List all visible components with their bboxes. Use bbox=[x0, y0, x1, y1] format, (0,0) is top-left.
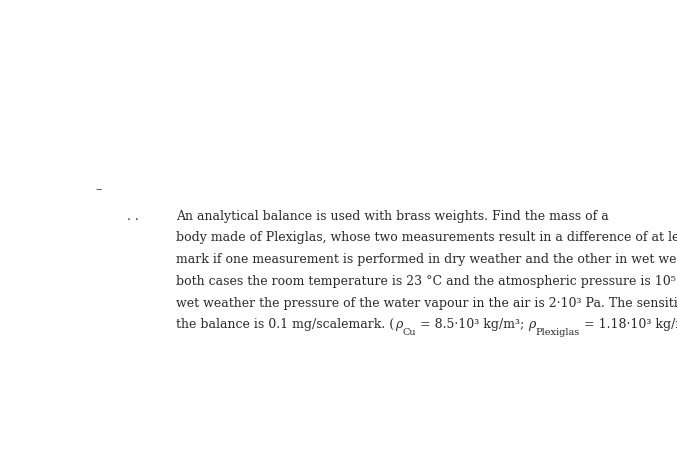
Text: ρ: ρ bbox=[528, 318, 536, 331]
Text: both cases the room temperature is 23 °C and the atmospheric pressure is 10⁵ Pa.: both cases the room temperature is 23 °C… bbox=[177, 275, 677, 288]
Text: Plexiglas: Plexiglas bbox=[536, 328, 580, 337]
Text: ρ: ρ bbox=[395, 318, 402, 331]
Text: = 8.5·10³ kg/m³;: = 8.5·10³ kg/m³; bbox=[416, 318, 528, 331]
Text: Cu: Cu bbox=[402, 328, 416, 337]
Text: wet weather the pressure of the water vapour in the air is 2·10³ Pa. The sensiti: wet weather the pressure of the water va… bbox=[177, 297, 677, 310]
Text: the balance is 0.1 mg/scalemark. (: the balance is 0.1 mg/scalemark. ( bbox=[177, 318, 395, 331]
Text: –: – bbox=[95, 183, 102, 197]
Text: An analytical balance is used with brass weights. Find the mass of a: An analytical balance is used with brass… bbox=[177, 210, 609, 223]
Text: mark if one measurement is performed in dry weather and the other in wet weather: mark if one measurement is performed in … bbox=[177, 253, 677, 266]
Text: body made of Plexiglas, whose two measurements result in a difference of at leas: body made of Plexiglas, whose two measur… bbox=[177, 232, 677, 244]
Text: . .: . . bbox=[127, 210, 138, 223]
Text: = 1.18·10³ kg/m³.): = 1.18·10³ kg/m³.) bbox=[580, 318, 677, 331]
